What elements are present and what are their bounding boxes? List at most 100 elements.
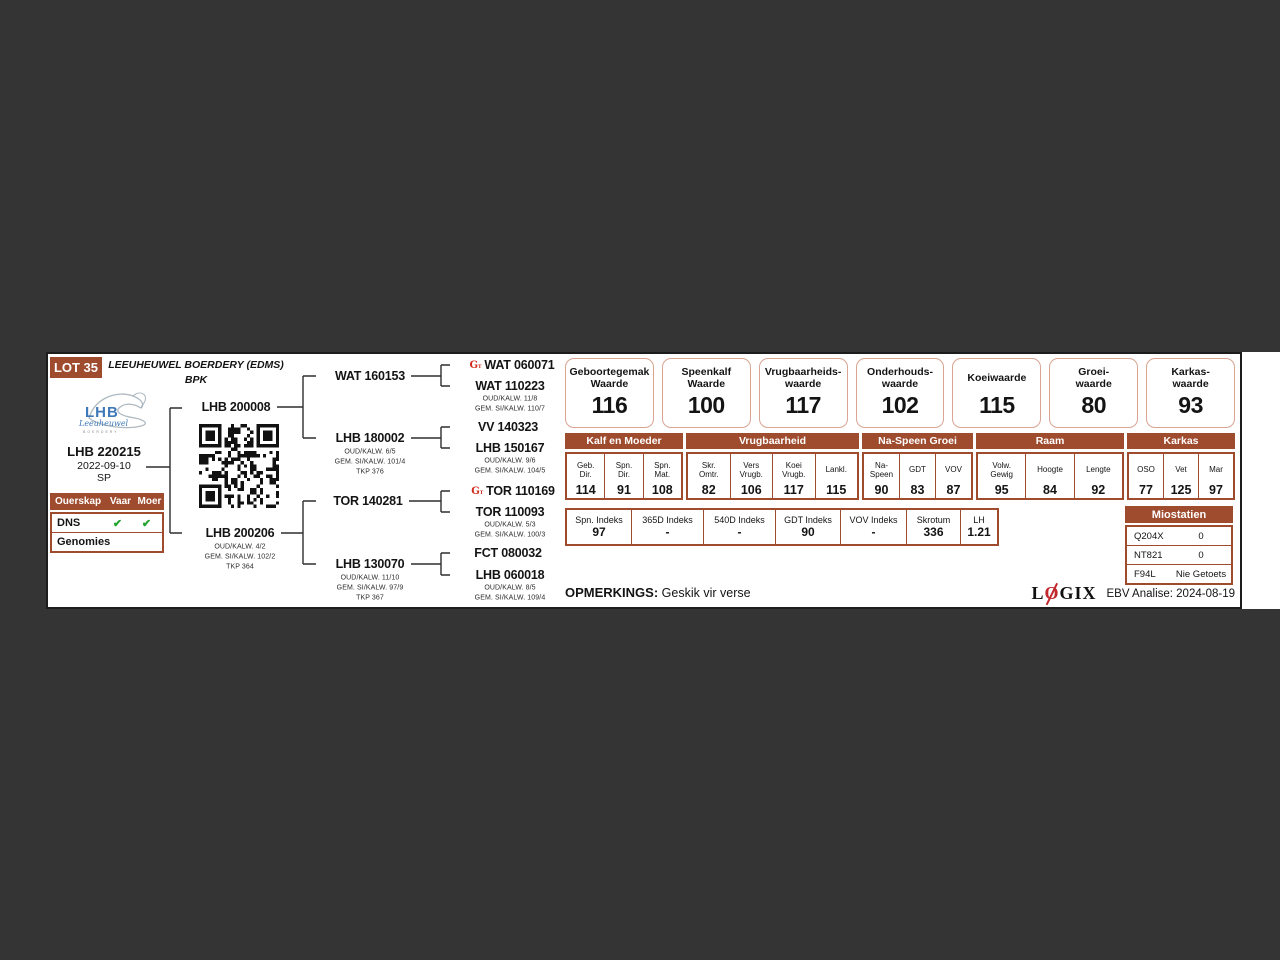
pedigree-stat: GEM. SI/KALW. 104/5: [474, 467, 546, 475]
breeding-value-boxes: Geboortegemak Waarde 116 Speenkalf Waarde …: [565, 358, 1236, 428]
pedigree-great-dam: WAT 110223: [475, 379, 545, 393]
value-box-label: waarde: [1172, 378, 1209, 390]
pedigree-stat: GEM. SI/KALW. 100/3: [474, 531, 546, 539]
indeks-cell: Spn. Indeks 97: [575, 515, 623, 539]
value-box-label: Vrugbaarheids-: [764, 365, 842, 378]
indeks-cell: 540D Indeks -: [703, 510, 775, 544]
pedigree-stat: OUD/KALW. 6/5: [344, 448, 396, 456]
stat-cell: GDT 83: [899, 454, 935, 498]
pedigree-stat: GEM. SI/KALW. 101/4: [334, 458, 406, 466]
stat-group-header: Na-Speen Groei: [862, 433, 973, 449]
lhb-logo-script: Leeuheuwel: [79, 419, 129, 428]
value-box-groei: Groei-waarde 80: [1049, 358, 1139, 428]
catalog-page-strip: LOT 35 LEEUHEUWEL BOERDERY (EDMS) BPK LH…: [0, 352, 1280, 609]
stat-cell: Vet 125: [1163, 454, 1198, 498]
parentage-col-moer: Moer: [137, 496, 162, 507]
indeks-cell: GDT Indeks 90: [775, 510, 840, 544]
value-box-vrugbaarheid: Vrugbaarheids-waarde 117: [758, 358, 848, 428]
catalog-card: LOT 35 LEEUHEUWEL BOERDERY (EDMS) BPK LH…: [46, 352, 1280, 609]
parentage-body: DNS ✔ ✔ Genomies: [50, 512, 164, 553]
pedigree-dam-stat: TKP 364: [226, 563, 254, 571]
indeks-cell: Skrotum 336: [906, 510, 960, 544]
value-box-label: Waarde: [590, 378, 629, 390]
stat-cell: Mar 97: [1198, 454, 1233, 498]
pedigree-stat: TKP 376: [356, 468, 384, 476]
pedigree-sire: LHB 200008: [201, 400, 271, 414]
miostatien-header: Miostatien: [1125, 506, 1233, 523]
lhb-logo-text: LHB: [85, 404, 119, 421]
logix-logo: LOGIX: [1031, 583, 1097, 603]
pedigree-dam-sire: TOR 140281: [333, 494, 403, 508]
ebv-stats-table: Kalf en Moeder Geb. Dir. 114 Spn. Dir. 91 Sp…: [565, 433, 1235, 500]
genotyped-icon: GT: [469, 360, 482, 371]
farm-name-line1: LEEUHEUWEL BOERDERY (EDMS): [108, 359, 284, 371]
pedigree-stat: TKP 367: [356, 594, 384, 602]
indeks-cell: VOV Indeks -: [840, 510, 906, 544]
remarks-text: Geskik vir verse: [661, 586, 751, 600]
stat-group-raam: Raam Volw. Gewig 95 Hoogte 84 Lengte 92: [976, 433, 1124, 500]
indeks-cell: LH 1.21: [960, 510, 997, 544]
value-box-value: 115: [979, 392, 1015, 418]
stat-cell: Spn. Dir. 91: [604, 454, 643, 498]
stat-cell: Spn. Mat. 108: [642, 454, 681, 498]
value-box-label: waarde: [881, 378, 919, 390]
stat-group-header: Karkas: [1127, 433, 1235, 449]
stat-cell: Skr. Omtr. 82: [688, 454, 730, 498]
logix-o-icon: O: [1044, 583, 1060, 603]
miostatien-table: Miostatien Q204X 0 NT821 0 F94L Nie Getoets: [1125, 506, 1233, 585]
stat-cell: Na- Speen 90: [864, 454, 899, 498]
genotyped-icon: GT: [471, 486, 484, 497]
table-row: Genomies: [52, 532, 162, 551]
stat-group-na-speen-groei: Na-Speen Groei Na- Speen 90 GDT 83 VOV 87: [862, 433, 973, 500]
stat-group-header: Kalf en Moeder: [565, 433, 683, 449]
footer-right: LOGIX EBV Analise: 2024-08-19: [1031, 583, 1235, 604]
ebv-analysis-date: EBV Analise: 2024-08-19: [1106, 587, 1235, 600]
pedigree-sire-dam: LHB 180002: [335, 431, 405, 445]
value-box-value: 102: [881, 392, 919, 418]
pedigree-great-sire: FCT 080032: [474, 546, 542, 560]
lot-badge: LOT 35: [50, 357, 102, 378]
table-row: DNS ✔ ✔: [52, 514, 162, 532]
lhb-lion-icon: [88, 392, 147, 429]
parentage-col-vaar: Vaar: [109, 496, 132, 507]
pedigree-sire-sire: WAT 160153: [334, 369, 406, 383]
value-box-value: 117: [785, 392, 821, 418]
stat-cell: Lengte 92: [1073, 454, 1122, 498]
animal-id: LHB 220215: [67, 444, 141, 459]
parentage-row-label: DNS: [57, 517, 81, 529]
pedigree-connector-lines: [146, 364, 450, 576]
stat-cell: Volw. Gewig 95: [978, 454, 1026, 498]
farm-name: LEEUHEUWEL BOERDERY (EDMS) BPK: [106, 358, 286, 388]
pedigree-great-sire: VV 140323: [477, 420, 539, 434]
parentage-title: Ouerskap: [55, 496, 102, 507]
value-box-value: 116: [591, 392, 628, 418]
value-box-karkas: Karkas-waarde 93: [1146, 358, 1236, 428]
parentage-table: Ouerskap Vaar Moer DNS ✔ ✔ Genomies: [50, 493, 164, 553]
check-icon: ✔: [112, 517, 123, 530]
pedigree-dam-stat: GEM. SI/KALW. 102/2: [204, 553, 276, 561]
stat-group-header: Raam: [976, 433, 1124, 449]
value-box-label: Karkas-: [1171, 365, 1210, 378]
stat-cell: Geb. Dir. 114: [567, 454, 605, 498]
value-box-label: Onderhouds-: [867, 365, 933, 378]
value-box-label: Koeiwaarde: [967, 371, 1027, 384]
qr-code: [199, 424, 279, 508]
pedigree-stat: GEM. SI/KALW. 110/7: [474, 405, 546, 413]
pedigree-great-dam: LHB 060018: [475, 568, 545, 582]
value-box-value: 80: [1081, 392, 1107, 418]
pedigree-dam-stat: OUD/KALW. 4/2: [214, 543, 266, 551]
pedigree-stat: OUD/KALW. 11/8: [482, 395, 538, 403]
value-box-geboortegemak: Geboortegemak Waarde 116: [565, 358, 654, 428]
stat-group-kalf-en-moeder: Kalf en Moeder Geb. Dir. 114 Spn. Dir. 91 Sp…: [565, 433, 683, 500]
value-box-label: waarde: [785, 378, 822, 390]
value-box-value: 100: [687, 392, 725, 418]
pedigree-great-sire: GT WAT 060071: [469, 358, 555, 372]
pedigree-great-sire: GT TOR 110169: [471, 484, 555, 498]
pedigree-stat: GEM. SI/KALW. 97/9: [336, 584, 404, 592]
value-box-onderhoud: Onderhouds-waarde 102: [855, 358, 945, 428]
remarks-label: OPMERKINGS:: [565, 585, 659, 600]
indeks-cell: 365D Indeks -: [631, 510, 703, 544]
stat-cell: OSO 77: [1129, 454, 1163, 498]
value-box-label: Geboortegemak: [569, 365, 650, 378]
